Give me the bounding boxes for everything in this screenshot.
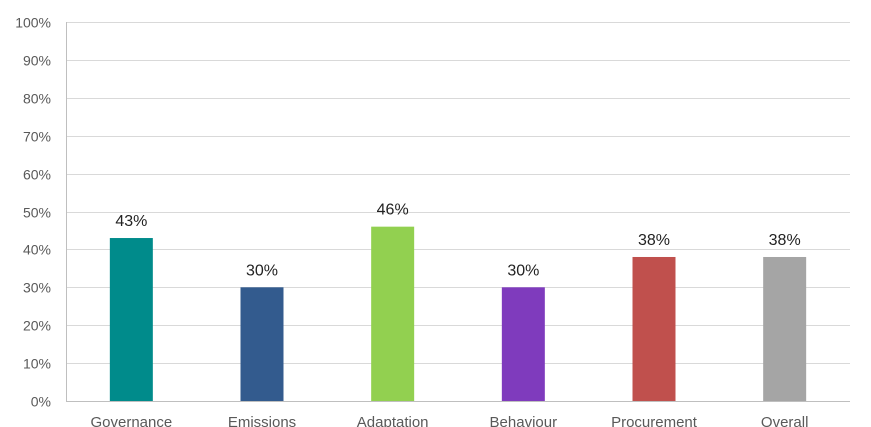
- bar-emissions: [240, 287, 284, 401]
- bar-overall: [763, 256, 807, 401]
- bar-adaptation: [371, 226, 415, 401]
- data-label-emissions: 30%: [246, 262, 278, 279]
- y-tick-label: 40%: [23, 242, 51, 258]
- bars: [109, 226, 807, 401]
- data-label-behaviour: 30%: [507, 262, 539, 279]
- x-tick-label-overall: Overall: [761, 414, 809, 427]
- bar-governance: [109, 238, 153, 401]
- y-tick-label: 10%: [23, 356, 51, 372]
- y-tick-label: 100%: [15, 15, 51, 31]
- data-label-adaptation: 46%: [377, 202, 409, 219]
- x-tick-label-procurement: Procurement: [611, 414, 698, 427]
- y-tick-label: 30%: [23, 280, 51, 296]
- data-label-procurement: 38%: [638, 232, 670, 249]
- data-label-governance: 43%: [115, 213, 147, 230]
- y-tick-label: 90%: [23, 53, 51, 69]
- x-axis-labels: Governance Emissions Adaptation Behaviour Pr…: [90, 414, 808, 427]
- y-tick-label: 50%: [23, 205, 51, 221]
- x-tick-label-adaptation: Adaptation: [357, 414, 429, 427]
- bar-behaviour: [501, 287, 545, 401]
- data-label-overall: 38%: [769, 232, 801, 249]
- bar-procurement: [632, 256, 676, 401]
- gridlines: [66, 22, 850, 402]
- y-tick-label: 60%: [23, 167, 51, 183]
- y-tick-label: 80%: [23, 91, 51, 107]
- y-tick-label: 70%: [23, 129, 51, 145]
- y-tick-label: 20%: [23, 318, 51, 334]
- x-tick-label-emissions: Emissions: [228, 414, 296, 427]
- x-tick-label-behaviour: Behaviour: [490, 414, 558, 427]
- x-tick-label-governance: Governance: [90, 414, 172, 427]
- y-tick-label: 0%: [31, 394, 51, 410]
- y-axis-ticks: 0% 10% 20% 30% 40% 50% 60% 70% 80% 90% 100%: [15, 15, 51, 410]
- data-labels: 43% 30% 46% 30% 38% 38%: [115, 202, 800, 280]
